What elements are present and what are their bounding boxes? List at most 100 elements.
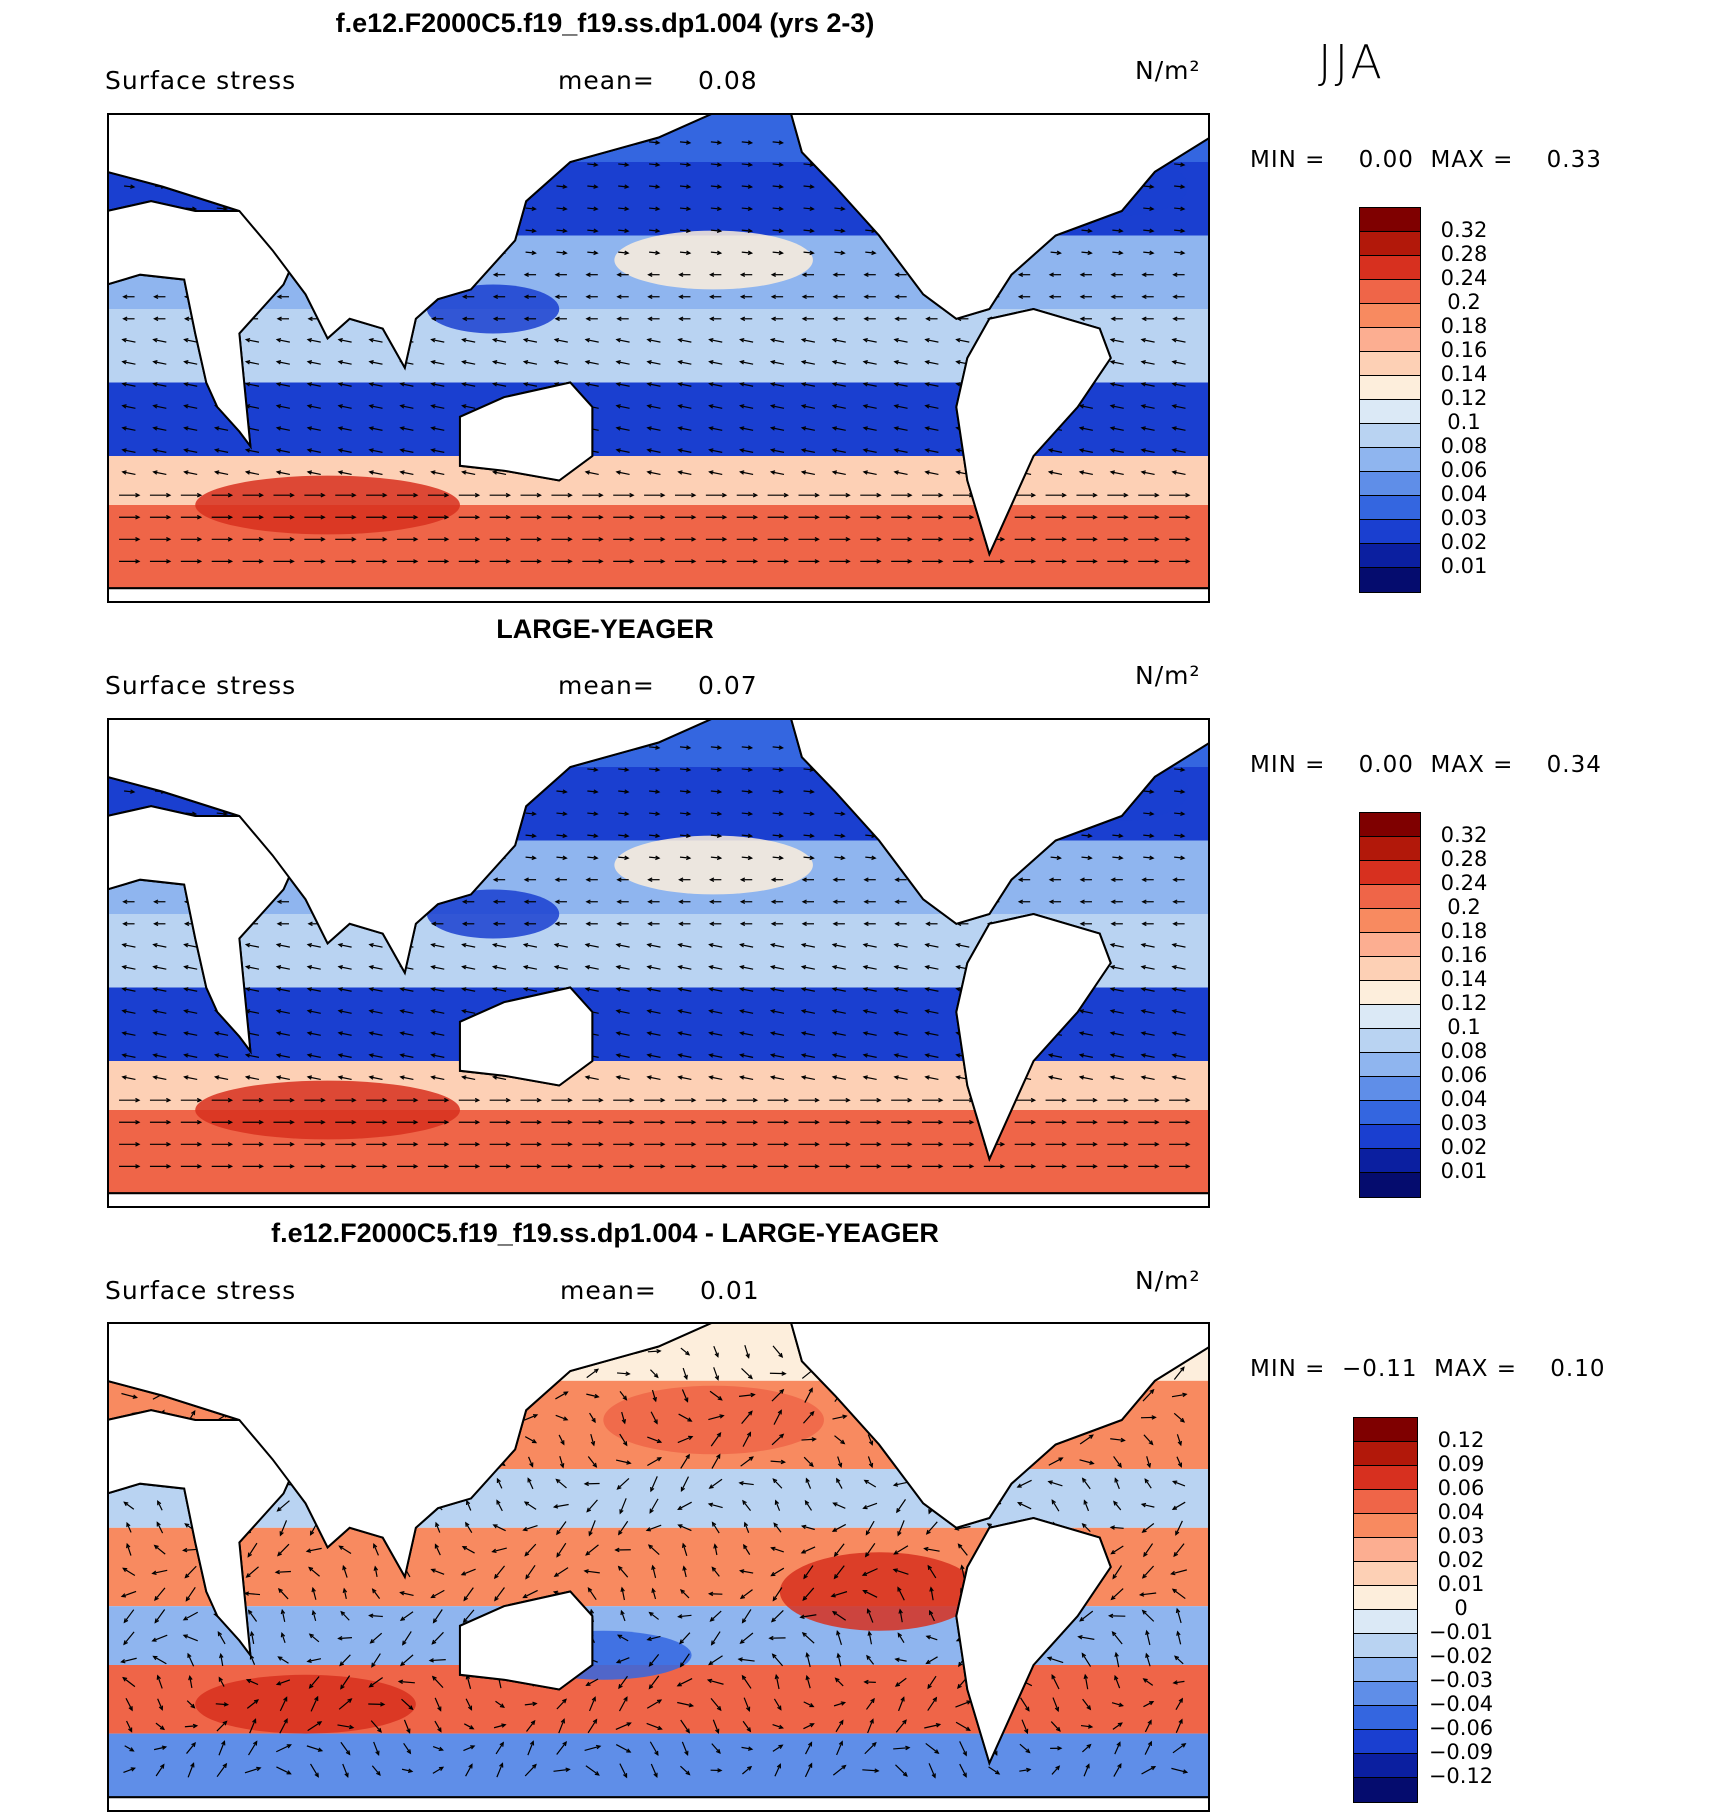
colorbar-tick-label: −0.06 [1428, 1716, 1494, 1740]
colorbar-tick-label: 0.08 [1440, 434, 1488, 458]
colorbar-swatch [1360, 376, 1420, 400]
colorbar-tick-label: 0.06 [1440, 1063, 1488, 1087]
colorbar-swatch [1360, 909, 1420, 933]
panel2-mean-label: mean= [558, 671, 655, 700]
colorbar-tick-label: 0.16 [1440, 943, 1488, 967]
colorbar-swatch [1360, 448, 1420, 472]
panel2-minmax: MIN = 0.00 MAX = 0.34 [1250, 752, 1602, 778]
colorbar-tick-label: 0.02 [1440, 1135, 1488, 1159]
colorbar-swatch [1354, 1490, 1417, 1514]
panel3-units: N/m² [1135, 1266, 1201, 1295]
colorbar-swatch [1360, 568, 1420, 592]
colorbar-tick-label: 0.28 [1440, 242, 1488, 266]
panel2-title: LARGE-YEAGER [496, 614, 714, 644]
colorbar-tick-label: 0.14 [1440, 967, 1488, 991]
colorbar-tick-label: 0.24 [1440, 871, 1488, 895]
colorbar-tick-label: 0.03 [1440, 506, 1488, 530]
colorbar-swatch [1354, 1466, 1417, 1490]
colorbar-swatch [1360, 1173, 1420, 1197]
colorbar-swatch [1360, 208, 1420, 232]
colorbar-swatch [1354, 1514, 1417, 1538]
colorbar-swatch [1360, 885, 1420, 909]
colorbar-tick-label: 0.18 [1440, 919, 1488, 943]
colorbar-swatch [1354, 1562, 1417, 1586]
panel3-mean-label: mean= [560, 1276, 657, 1305]
colorbar-tick-label: 0.28 [1440, 847, 1488, 871]
colorbar-tick-label: 0 [1454, 1596, 1468, 1620]
colorbar-tick-label: 0.02 [1437, 1548, 1485, 1572]
colorbar-tick-label: 0.1 [1447, 410, 1481, 434]
colorbar-tick-label: −0.09 [1428, 1740, 1494, 1764]
colorbar-swatch [1360, 496, 1420, 520]
panel1-title: f.e12.F2000C5.f19_f19.ss.dp1.004 (yrs 2-… [335, 8, 875, 38]
colorbar-swatch [1360, 981, 1420, 1005]
panel2-mean-value: 0.07 [698, 671, 758, 700]
panel2-units: N/m² [1135, 661, 1201, 690]
panel3-colorbar [1353, 1417, 1418, 1803]
panel1-variable: Surface stress [105, 66, 297, 95]
colorbar-swatch [1360, 861, 1420, 885]
colorbar-tick-label: 0.12 [1440, 991, 1488, 1015]
colorbar-swatch [1360, 256, 1420, 280]
panel3-variable: Surface stress [105, 1276, 297, 1305]
panel1-mean-value: 0.08 [698, 66, 758, 95]
panel1-units: N/m² [1135, 56, 1201, 85]
colorbar-tick-label: 0.04 [1440, 1087, 1488, 1111]
panel2-variable: Surface stress [105, 671, 297, 700]
colorbar-swatch [1354, 1778, 1417, 1802]
colorbar-swatch [1360, 400, 1420, 424]
colorbar-tick-label: 0.32 [1440, 218, 1488, 242]
colorbar-swatch [1354, 1442, 1417, 1466]
colorbar-tick-label: −0.04 [1428, 1692, 1494, 1716]
colorbar-tick-label: 0.1 [1447, 1015, 1481, 1039]
panel1-map [107, 113, 1210, 603]
colorbar-swatch [1360, 1005, 1420, 1029]
panel3-map [107, 1322, 1210, 1812]
colorbar-swatch [1360, 232, 1420, 256]
colorbar-swatch [1360, 837, 1420, 861]
colorbar-swatch [1360, 472, 1420, 496]
colorbar-swatch [1360, 1101, 1420, 1125]
colorbar-swatch [1354, 1538, 1417, 1562]
colorbar-tick-label: 0.06 [1440, 458, 1488, 482]
colorbar-swatch [1354, 1754, 1417, 1778]
colorbar-swatch [1360, 957, 1420, 981]
colorbar-tick-label: 0.01 [1440, 1159, 1488, 1183]
colorbar-tick-label: 0.16 [1440, 338, 1488, 362]
panel1-minmax: MIN = 0.00 MAX = 0.33 [1250, 147, 1602, 173]
colorbar-swatch [1360, 1053, 1420, 1077]
colorbar-swatch [1360, 424, 1420, 448]
colorbar-tick-label: −0.03 [1428, 1668, 1494, 1692]
colorbar-tick-label: 0.02 [1440, 530, 1488, 554]
colorbar-tick-label: 0.14 [1440, 362, 1488, 386]
colorbar-tick-label: 0.2 [1447, 895, 1481, 919]
colorbar-swatch [1354, 1586, 1417, 1610]
colorbar-tick-label: 0.32 [1440, 823, 1488, 847]
colorbar-swatch [1360, 1149, 1420, 1173]
colorbar-swatch [1354, 1610, 1417, 1634]
colorbar-swatch [1360, 544, 1420, 568]
colorbar-swatch [1360, 1077, 1420, 1101]
colorbar-tick-label: 0.04 [1437, 1500, 1485, 1524]
colorbar-swatch [1360, 352, 1420, 376]
panel3-title: f.e12.F2000C5.f19_f19.ss.dp1.004 - LARGE… [271, 1218, 939, 1248]
panel1-mean-label: mean= [558, 66, 655, 95]
colorbar-tick-label: 0.06 [1437, 1476, 1485, 1500]
panel1-colorbar [1359, 207, 1421, 593]
colorbar-swatch [1354, 1634, 1417, 1658]
colorbar-swatch [1360, 813, 1420, 837]
colorbar-swatch [1360, 520, 1420, 544]
colorbar-tick-label: 0.2 [1447, 290, 1481, 314]
panel2-colorbar [1359, 812, 1421, 1198]
colorbar-tick-label: −0.02 [1428, 1644, 1494, 1668]
colorbar-swatch [1360, 328, 1420, 352]
colorbar-tick-label: 0.12 [1437, 1428, 1485, 1452]
colorbar-swatch [1360, 280, 1420, 304]
colorbar-tick-label: 0.04 [1440, 482, 1488, 506]
colorbar-tick-label: 0.09 [1437, 1452, 1485, 1476]
colorbar-tick-label: 0.03 [1437, 1524, 1485, 1548]
panel3-minmax: MIN = −0.11 MAX = 0.10 [1250, 1356, 1606, 1382]
colorbar-tick-label: 0.18 [1440, 314, 1488, 338]
colorbar-swatch [1360, 1029, 1420, 1053]
colorbar-swatch [1354, 1682, 1417, 1706]
